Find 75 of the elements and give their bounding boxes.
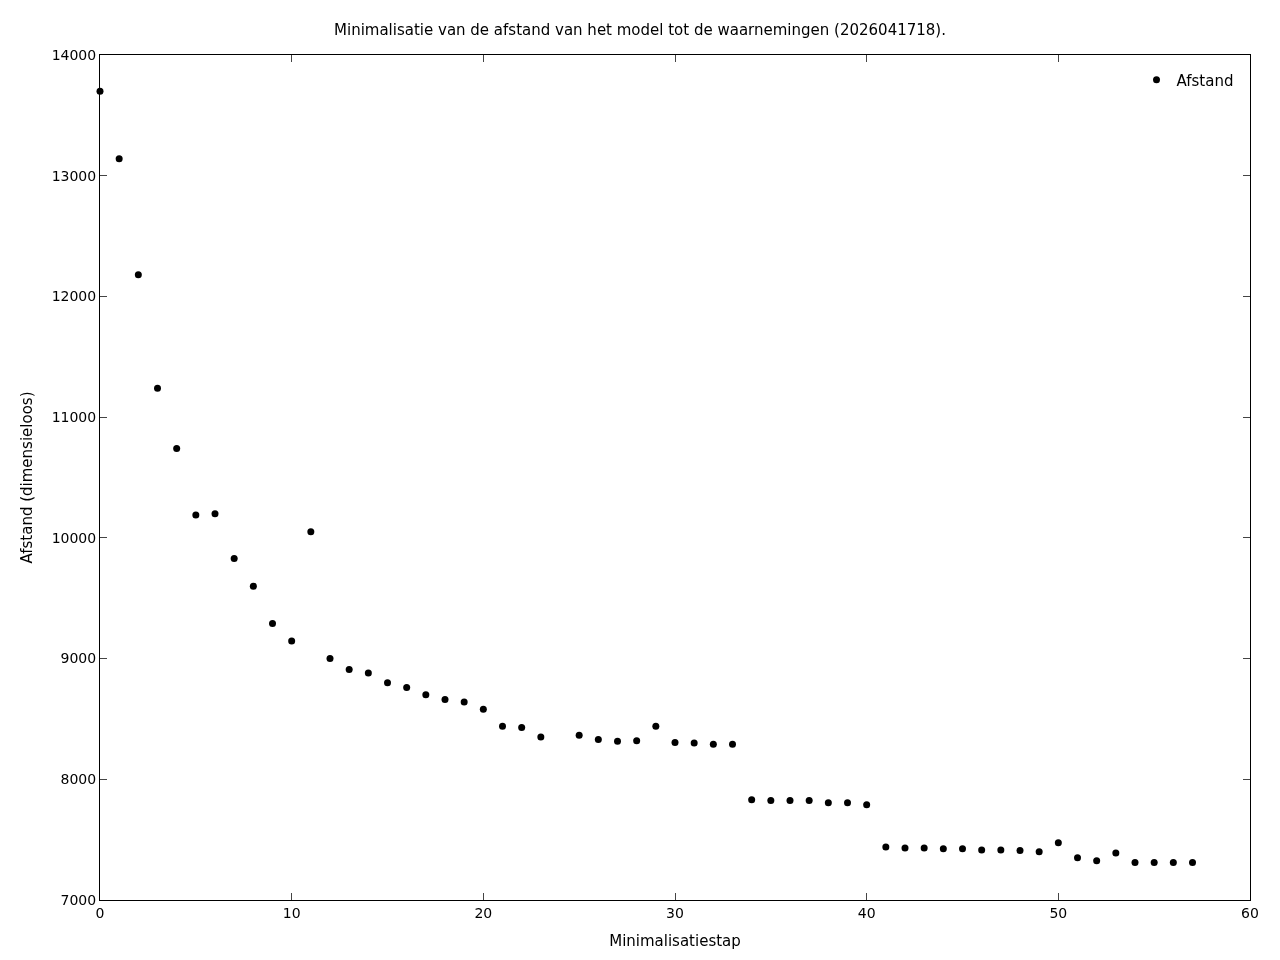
point: [249, 582, 257, 590]
point: [115, 155, 123, 163]
point: [134, 271, 142, 279]
point: [230, 554, 238, 562]
y-tick-label: 10000: [51, 529, 97, 546]
point: [288, 637, 296, 645]
point: [211, 510, 219, 518]
point: [959, 845, 966, 853]
point: [709, 740, 717, 748]
point: [499, 722, 506, 730]
point: [690, 739, 698, 747]
point: [920, 844, 928, 852]
point: [307, 528, 315, 536]
x-tick-label: 10: [282, 904, 301, 921]
x-tick-label: 30: [666, 904, 684, 921]
point: [767, 796, 775, 804]
y-tick-label: 12000: [51, 288, 97, 305]
point: [1112, 849, 1120, 857]
point: [575, 731, 583, 739]
y-tick-label: 11000: [51, 409, 97, 426]
point: [844, 799, 851, 807]
x-axis-title: Minimalisatiestap: [609, 931, 741, 950]
point: [614, 737, 621, 745]
point: [1093, 857, 1101, 865]
legend-label: Afstand: [1176, 71, 1234, 90]
point: [786, 796, 794, 804]
point: [1035, 848, 1043, 856]
point: [633, 737, 641, 745]
point: [1131, 859, 1139, 867]
point: [729, 740, 736, 748]
point: [901, 844, 909, 852]
point: [537, 733, 545, 741]
point: [173, 445, 181, 453]
point: [594, 735, 602, 743]
point: [518, 723, 526, 731]
y-tick-label: 7000: [60, 891, 97, 908]
point: [154, 384, 161, 392]
point: [1189, 859, 1196, 867]
point: [652, 722, 660, 730]
point: [479, 705, 487, 713]
point: [1150, 859, 1158, 867]
point: [1169, 859, 1177, 867]
point: [805, 796, 813, 804]
point: [939, 845, 947, 853]
point: [441, 696, 449, 704]
point: [345, 665, 353, 673]
y-tick-label: 8000: [60, 771, 97, 788]
point: [364, 669, 372, 677]
point: [978, 846, 986, 854]
y-tick-label: 14000: [51, 46, 97, 63]
x-tick-label: 60: [1241, 904, 1259, 921]
point: [1016, 847, 1024, 855]
point: [997, 846, 1005, 854]
point: [671, 738, 679, 746]
point: [1054, 839, 1062, 847]
point: [1074, 854, 1081, 862]
point: [384, 679, 391, 687]
y-axis-title: Afstand (dimensieloos): [17, 391, 36, 564]
point: [326, 655, 334, 663]
point: [824, 799, 832, 807]
x-tick-label: 50: [1049, 904, 1068, 921]
point: [422, 691, 430, 699]
point: [748, 796, 756, 804]
point: [269, 620, 276, 628]
point: [192, 511, 200, 519]
x-tick-label: 20: [474, 904, 493, 921]
y-tick-label: 9000: [60, 650, 97, 667]
x-tick-label: 40: [857, 904, 876, 921]
chart-title: Minimalisatie van de afstand van het model tot de waarnemingen (2026041718).: [334, 20, 946, 39]
point: [863, 801, 871, 809]
point: [403, 684, 411, 692]
y-tick-label: 13000: [51, 167, 97, 184]
point: [882, 843, 890, 851]
point: [460, 698, 468, 706]
x-tick-label: 0: [95, 904, 105, 921]
